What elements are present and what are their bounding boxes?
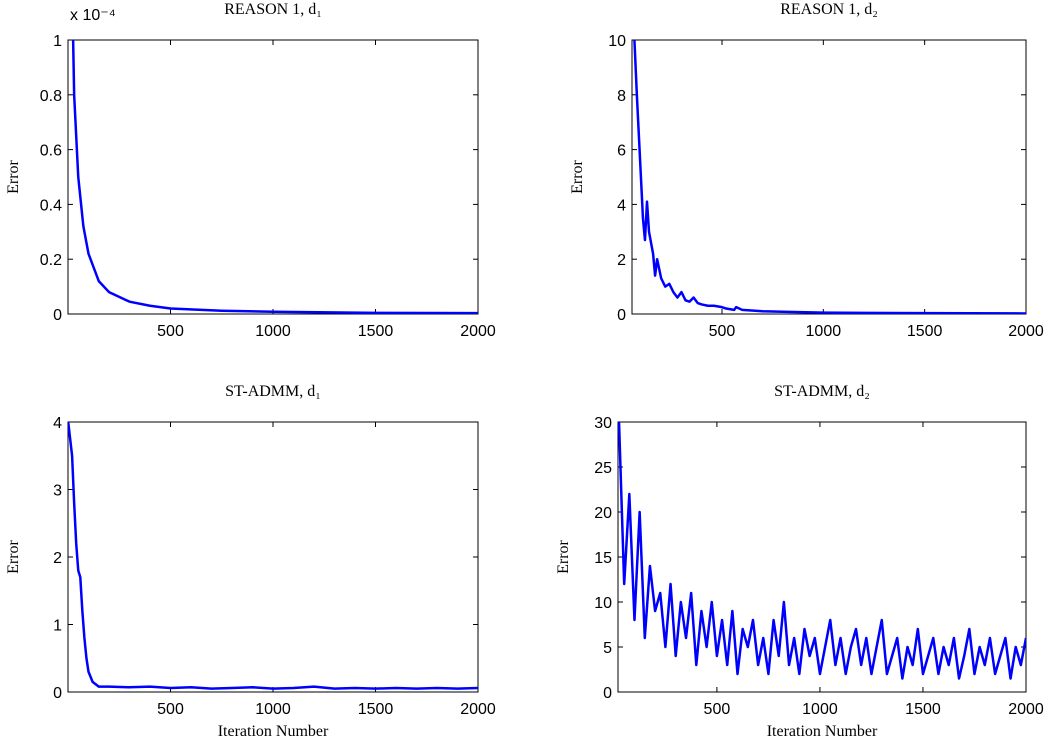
y-tick-label: 4 — [617, 197, 626, 214]
subplot: REASON 1, d₂ Error 500 1000 1500 2000 0 2 4 6 8 10 — [569, 1, 1044, 340]
x-tick-label: 2000 — [1008, 701, 1044, 718]
y-tick-label: 2 — [53, 550, 62, 567]
y-axis-label: Error — [555, 539, 572, 573]
data-line — [68, 422, 478, 690]
y-tick-label: 0 — [617, 307, 626, 324]
y-tick-label: 0 — [603, 685, 612, 702]
data-line — [618, 422, 1026, 680]
x-tick-label: 2000 — [1008, 323, 1044, 340]
y-tick-label: 1 — [53, 33, 62, 50]
y-tick-label: 15 — [594, 550, 612, 567]
subplot-title: ST-ADMM, d₂ — [774, 383, 870, 400]
y-tick-label: 8 — [617, 88, 626, 105]
x-tick-label: 1500 — [358, 701, 394, 718]
data-line — [633, 40, 1026, 314]
y-tick-label: 5 — [603, 640, 612, 657]
y-tick-label: 20 — [594, 505, 612, 522]
x-tick-label: 500 — [704, 701, 731, 718]
y-axis-label: Error — [5, 539, 22, 573]
plot-area — [67, 39, 479, 315]
y-axis-label: Error — [569, 159, 586, 193]
x-tick-label: 1500 — [905, 701, 941, 718]
x-tick-label: 500 — [709, 323, 736, 340]
x-tick-label: 2000 — [460, 701, 496, 718]
subplot-title: REASON 1, d₁ — [224, 1, 322, 18]
y-multiplier: x 10⁻⁴ — [70, 7, 116, 24]
y-tick-label: 0.6 — [40, 143, 62, 160]
y-tick-label: 10 — [594, 595, 612, 612]
subplot: REASON 1, d₁ Error x 10⁻⁴ 500 1000 1500 2000 0 0… — [5, 1, 496, 340]
subplot-title: ST-ADMM, d₁ — [225, 383, 321, 400]
data-line — [71, 40, 478, 314]
y-tick-label: 0.2 — [40, 252, 62, 269]
y-tick-label: 25 — [594, 460, 612, 477]
x-tick-label: 1500 — [358, 323, 394, 340]
x-tick-label: 1500 — [907, 323, 943, 340]
y-tick-label: 10 — [608, 33, 626, 50]
y-tick-label: 1 — [53, 618, 62, 635]
y-tick-label: 30 — [594, 415, 612, 432]
y-tick-label: 4 — [53, 415, 62, 432]
x-tick-label: 1000 — [806, 323, 842, 340]
plot-area — [631, 39, 1027, 315]
x-tick-label: 1000 — [802, 701, 838, 718]
y-tick-label: 2 — [617, 252, 626, 269]
x-tick-label: 1000 — [255, 701, 291, 718]
y-tick-label: 3 — [53, 483, 62, 500]
plot-area — [67, 421, 479, 693]
subplot-title: REASON 1, d₂ — [780, 1, 878, 18]
x-tick-label: 500 — [157, 323, 184, 340]
y-tick-label: 0.4 — [40, 197, 62, 214]
x-tick-label: 500 — [157, 701, 184, 718]
y-tick-label: 0.8 — [40, 88, 62, 105]
x-axis-label: Iteration Number — [218, 723, 329, 740]
subplot: ST-ADMM, d₁ Error Iteration Number 500 1000 1… — [5, 383, 496, 740]
x-tick-label: 1000 — [255, 323, 291, 340]
y-tick-label: 0 — [53, 685, 62, 702]
y-tick-label: 0 — [53, 307, 62, 324]
x-tick-label: 2000 — [460, 323, 496, 340]
y-tick-label: 6 — [617, 143, 626, 160]
subplot: ST-ADMM, d₂ Error Iteration Number 500 1000 1… — [555, 383, 1044, 740]
plot-area — [617, 421, 1027, 693]
x-axis-label: Iteration Number — [767, 723, 878, 740]
y-axis-label: Error — [5, 159, 22, 193]
